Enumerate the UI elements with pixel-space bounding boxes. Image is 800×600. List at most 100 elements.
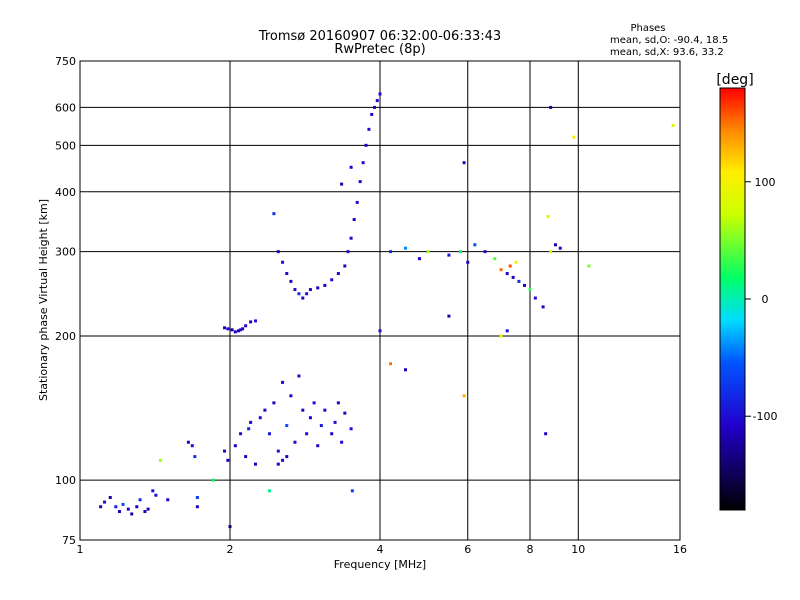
- data-point: [508, 264, 512, 268]
- data-point: [293, 288, 297, 292]
- data-point: [267, 432, 271, 436]
- data-point: [316, 286, 320, 290]
- colorbar-ticks: 100 0 -100: [745, 176, 777, 423]
- data-point: [312, 401, 316, 405]
- y-tick-label: 500: [55, 139, 76, 152]
- data-point: [499, 334, 503, 338]
- x-tick-labels: 1 2 4 6 8 10 16: [77, 543, 688, 556]
- data-point: [293, 440, 297, 444]
- data-point: [346, 250, 350, 254]
- data-point: [276, 449, 280, 453]
- data-point: [233, 330, 237, 334]
- data-point: [103, 500, 107, 504]
- data-point: [458, 250, 462, 254]
- x-tick-label: 16: [673, 543, 687, 556]
- data-point: [308, 288, 312, 292]
- x-tick-label: 4: [377, 543, 384, 556]
- data-point: [403, 368, 407, 372]
- x-tick-label: 2: [227, 543, 234, 556]
- data-point: [587, 264, 591, 268]
- y-tick-label: 75: [62, 534, 76, 547]
- plot-frame: [79, 60, 681, 541]
- data-point: [305, 432, 309, 436]
- x-tick-label: 6: [464, 543, 471, 556]
- data-point: [528, 288, 532, 292]
- y-tick-labels: 75 100 200 300 400 500 600 750: [55, 55, 76, 547]
- data-point: [226, 458, 230, 462]
- data-point: [553, 243, 557, 247]
- y-tick-label: 200: [55, 330, 76, 343]
- data-point: [462, 161, 466, 165]
- data-point: [239, 432, 243, 436]
- colorbar-label: [deg]: [716, 72, 753, 88]
- data-point: [333, 420, 337, 424]
- data-point: [364, 143, 368, 147]
- data-point: [154, 493, 158, 497]
- data-point: [190, 444, 194, 448]
- data-point: [281, 260, 285, 264]
- data-point: [239, 328, 243, 332]
- data-point: [301, 296, 305, 300]
- data-point: [228, 525, 232, 529]
- data-point: [126, 507, 130, 511]
- data-point: [352, 218, 356, 222]
- colorbar: [719, 87, 746, 511]
- x-tick-label: 1: [77, 543, 84, 556]
- x-tick-label: 10: [571, 543, 585, 556]
- colorbar-tick-label: 100: [755, 176, 776, 189]
- data-point: [276, 462, 280, 466]
- data-point: [158, 458, 162, 462]
- colorbar-tick-label: -100: [753, 410, 778, 423]
- data-point: [285, 272, 289, 276]
- data-point: [297, 292, 301, 296]
- data-point: [483, 250, 487, 254]
- data-point: [195, 495, 199, 499]
- data-point: [378, 92, 382, 96]
- data-point: [305, 292, 309, 296]
- data-point: [258, 416, 262, 420]
- data-point: [249, 420, 253, 424]
- data-point: [370, 112, 374, 116]
- y-tick-label: 750: [55, 55, 76, 68]
- data-point: [336, 401, 340, 405]
- data-point: [223, 449, 227, 453]
- data-point: [505, 329, 509, 333]
- data-point: [355, 200, 359, 204]
- data-point: [289, 394, 293, 398]
- y-tick-label: 100: [55, 474, 76, 487]
- data-point: [297, 374, 301, 378]
- data-point: [375, 99, 379, 103]
- data-point: [186, 440, 190, 444]
- stats-line-o: mean, sd,O: -90.4, 18.5: [610, 35, 728, 46]
- chart-subtitle: RwPretec (8p): [334, 42, 425, 57]
- data-point: [462, 394, 466, 398]
- data-point: [447, 253, 451, 257]
- data-point: [117, 510, 121, 514]
- data-point: [558, 246, 562, 250]
- y-tick-label: 600: [55, 101, 76, 114]
- data-point: [308, 416, 312, 420]
- data-point: [166, 498, 170, 502]
- data-point: [499, 268, 503, 272]
- data-point: [671, 124, 675, 128]
- y-axis-label: Stationary phase Virtual Height [km]: [37, 199, 50, 401]
- data-point: [323, 408, 327, 412]
- data-point: [358, 180, 362, 184]
- data-point: [340, 440, 344, 444]
- data-point: [350, 489, 354, 493]
- data-point: [549, 250, 553, 254]
- data-point: [241, 327, 245, 331]
- data-point: [466, 260, 470, 264]
- data-point: [340, 182, 344, 186]
- data-point: [367, 127, 371, 131]
- data-point: [247, 427, 251, 431]
- data-point: [244, 455, 248, 459]
- data-point: [138, 498, 142, 502]
- data-point: [511, 275, 515, 279]
- data-point: [505, 272, 509, 276]
- data-point: [230, 328, 234, 332]
- data-point: [549, 105, 553, 109]
- data-point: [236, 329, 240, 333]
- data-point: [211, 478, 215, 482]
